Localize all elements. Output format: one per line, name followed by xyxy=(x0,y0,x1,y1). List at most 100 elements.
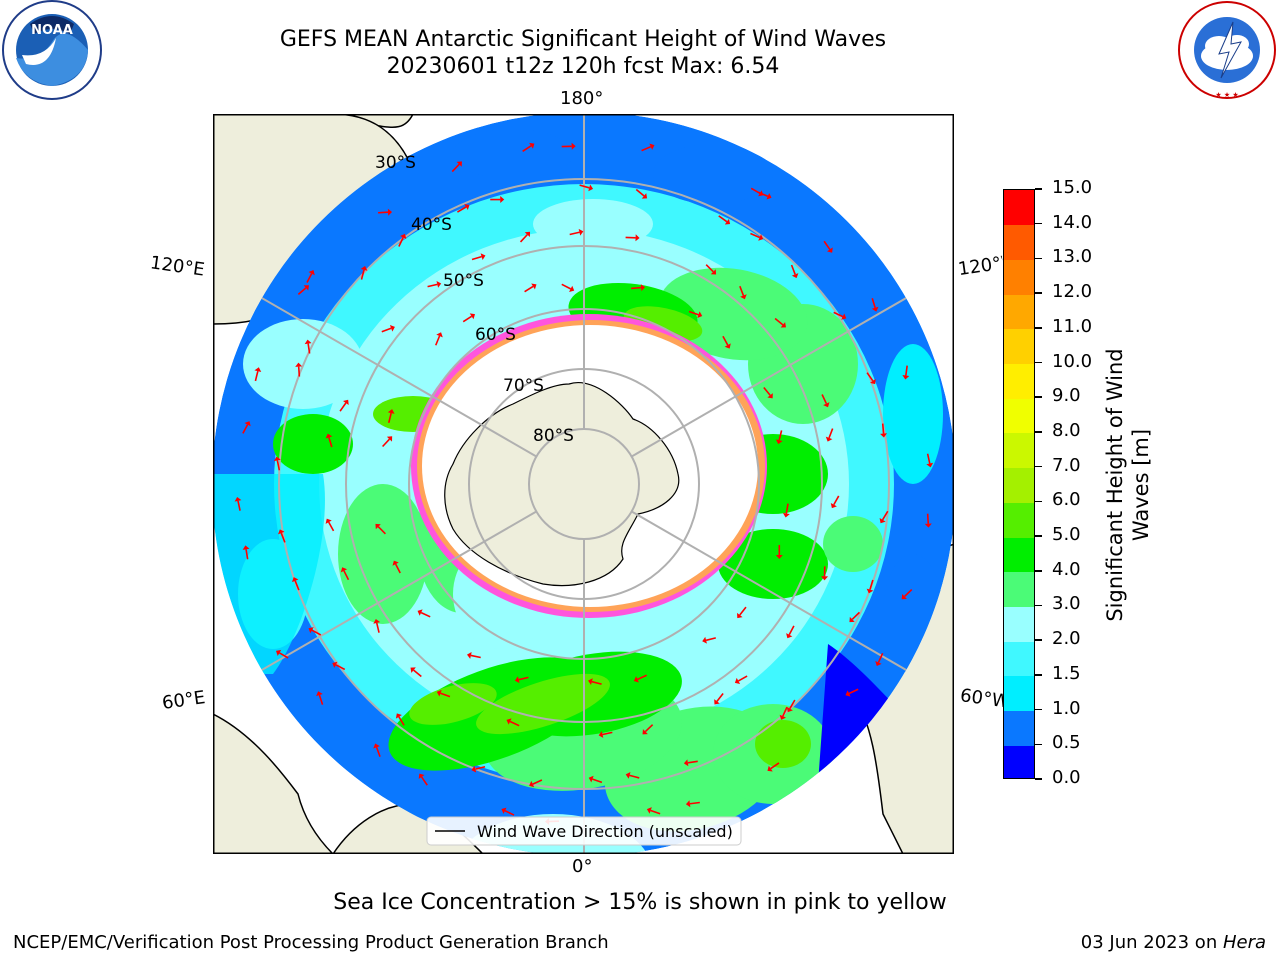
wind-wave-arrowhead xyxy=(879,518,886,524)
wind-wave-arrowhead xyxy=(387,208,393,216)
wind-wave-arrowhead xyxy=(531,283,537,290)
wind-wave-arrow xyxy=(475,765,486,770)
wind-wave-arrowhead xyxy=(304,339,312,345)
wind-wave-arrowhead xyxy=(880,433,888,438)
wind-wave-arrowhead xyxy=(303,285,309,291)
wind-wave-arrow xyxy=(420,776,428,786)
wind-wave-arrow xyxy=(518,676,529,681)
wind-wave-arrow xyxy=(635,188,645,197)
wind-wave-arrowhead xyxy=(875,660,882,667)
colorbar-band xyxy=(1004,606,1034,642)
colorbar-tick-mark xyxy=(1035,188,1042,190)
wind-wave-arrow xyxy=(387,412,392,423)
wind-wave-arrowhead xyxy=(389,325,395,332)
wave-height-contour xyxy=(883,344,943,484)
wind-wave-arrow xyxy=(280,532,286,543)
wind-wave-arrow xyxy=(420,611,431,618)
legend-label: Wind Wave Direction (unscaled) xyxy=(477,822,733,841)
wind-wave-arrow xyxy=(471,255,482,261)
wind-wave-arrowhead xyxy=(417,609,423,616)
lat-label-30s: 30°S xyxy=(375,153,416,173)
lat-label-40s: 40°S xyxy=(411,215,452,235)
wind-wave-arrowhead xyxy=(360,266,368,271)
wind-wave-arrow xyxy=(687,760,698,764)
wind-wave-arrow xyxy=(739,285,745,296)
colorbar-tick-label: 0.0 xyxy=(1052,767,1081,788)
wind-wave-arrowhead xyxy=(791,273,799,279)
wind-wave-arrow xyxy=(705,637,716,642)
wind-wave-arrowhead xyxy=(500,196,505,204)
antarctica xyxy=(444,382,680,587)
wind-wave-arrow xyxy=(242,424,249,434)
wave-height-contour xyxy=(533,199,653,249)
wind-wave-arrow xyxy=(297,366,301,377)
wave-height-contour xyxy=(453,129,573,179)
wind-wave-arrow xyxy=(462,315,473,323)
colorbar-tick-label: 5.0 xyxy=(1052,524,1081,546)
meridian-line xyxy=(213,510,537,745)
wind-wave-arrowhead xyxy=(436,332,443,338)
wind-wave-arrow xyxy=(394,563,401,574)
lat-label-50s: 50°S xyxy=(443,271,484,291)
graticule xyxy=(213,114,954,854)
colorbar-tick-label: 13.0 xyxy=(1052,246,1093,268)
wind-wave-arrowhead xyxy=(244,421,251,427)
wind-wave-arrowhead xyxy=(436,280,442,288)
lon-label-120e: 120°E xyxy=(148,252,206,281)
wind-wave-arrow xyxy=(470,654,481,659)
wind-wave-arrowhead xyxy=(578,228,584,236)
colorbar-tick-mark xyxy=(1035,570,1042,572)
colorbar-tick-label: 10.0 xyxy=(1052,350,1093,372)
wind-wave-arrow xyxy=(339,402,347,412)
wind-wave-arrow xyxy=(297,287,307,295)
wind-wave-arrow xyxy=(522,145,532,152)
wind-wave-arrow xyxy=(848,688,859,695)
wave-height-contour xyxy=(653,144,773,204)
wind-wave-arrowhead xyxy=(740,294,747,300)
wind-wave-arrowhead xyxy=(332,661,338,668)
wind-wave-arrow xyxy=(377,526,386,535)
colorbar-tick-label: 15.0 xyxy=(1052,177,1093,198)
wind-wave-arrow xyxy=(561,283,572,290)
wind-wave-arrow xyxy=(335,664,346,671)
wind-wave-arrowhead xyxy=(646,807,652,814)
wind-wave-arrow xyxy=(737,675,748,682)
wind-wave-arrowhead xyxy=(758,234,764,241)
wind-wave-arrow xyxy=(821,394,828,404)
wind-wave-arrow xyxy=(276,460,281,471)
wind-wave-arrow xyxy=(828,428,834,439)
colorbar-tick-label: 12.0 xyxy=(1052,281,1093,303)
wind-wave-arrow xyxy=(579,184,590,189)
wind-wave-arrowhead xyxy=(571,142,576,150)
wind-wave-arrow xyxy=(904,588,913,598)
meridian-line xyxy=(631,223,954,458)
wind-wave-arrowhead xyxy=(400,233,407,239)
wind-wave-arrow xyxy=(763,387,771,396)
wind-wave-arrowhead xyxy=(524,231,531,238)
colorbar-band xyxy=(1004,571,1034,607)
wind-wave-arrowhead xyxy=(418,773,425,779)
wind-wave-arrow xyxy=(532,779,543,785)
wave-height-contour xyxy=(338,484,428,624)
wind-wave-arrowhead xyxy=(291,577,299,583)
colorbar-tick-label: 9.0 xyxy=(1052,385,1081,407)
wind-wave-arrowhead xyxy=(375,523,381,530)
wind-wave-arrowhead xyxy=(633,676,639,683)
wind-wave-arrow xyxy=(718,215,728,223)
wind-wave-arrow xyxy=(237,500,241,511)
wind-wave-arrowhead xyxy=(775,555,783,560)
wind-wave-arrow xyxy=(328,437,333,448)
nws-logo: ★ ★ ★ xyxy=(1178,1,1276,99)
colorbar-band xyxy=(1004,294,1034,330)
wind-wave-arrow xyxy=(375,622,380,633)
colorbar-band xyxy=(1004,432,1034,469)
wind-wave-arrow xyxy=(926,453,931,464)
wind-wave-arrowhead xyxy=(529,780,535,788)
map-panel: 30°S 40°S 50°S 60°S 70°S 80°S Wind Wave … xyxy=(213,114,954,854)
wind-wave-arrowhead xyxy=(625,771,631,779)
wind-wave-arrow xyxy=(307,343,311,354)
wind-wave-arrowhead xyxy=(308,627,314,634)
wind-wave-arrow xyxy=(851,611,861,620)
wave-height-contour xyxy=(213,474,325,674)
colorbar-tick-mark xyxy=(1035,465,1042,468)
